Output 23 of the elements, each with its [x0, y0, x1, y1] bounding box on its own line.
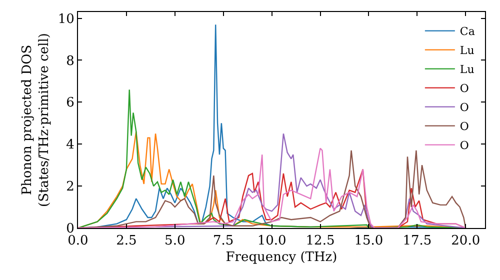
- x-tick-label: 5.0: [164, 234, 186, 249]
- y-tick-label: 4: [66, 138, 74, 153]
- y-tick-label: 10: [58, 12, 74, 27]
- legend-label: O: [460, 101, 469, 114]
- x-tick-label: 12.5: [306, 234, 335, 249]
- y-tick-label: 8: [66, 54, 74, 69]
- legend-label: O: [460, 139, 469, 152]
- legend-label: O: [460, 120, 469, 134]
- x-tick-label: 20.0: [451, 234, 480, 249]
- y-axis-title: Phonon projected DOS (States/THz·primitive cell): [20, 32, 52, 208]
- x-tick-label: 0.0: [68, 234, 88, 249]
- legend-label: Ca: [460, 25, 476, 38]
- x-tick-label: 10.0: [257, 234, 286, 249]
- y-tick-label: 2: [66, 180, 74, 195]
- legend-label: O: [460, 82, 469, 96]
- x-tick-label: 15.0: [354, 234, 384, 249]
- y-tick-label: 6: [66, 96, 74, 111]
- x-tick-label: 17.5: [402, 234, 432, 249]
- x-tick-label: 7.5: [213, 234, 234, 249]
- legend-label: Lu: [460, 44, 474, 58]
- legend-label: Lu: [460, 63, 474, 76]
- x-axis-title: Frequency (THz): [226, 250, 338, 266]
- x-tick-label: 2.5: [116, 234, 137, 249]
